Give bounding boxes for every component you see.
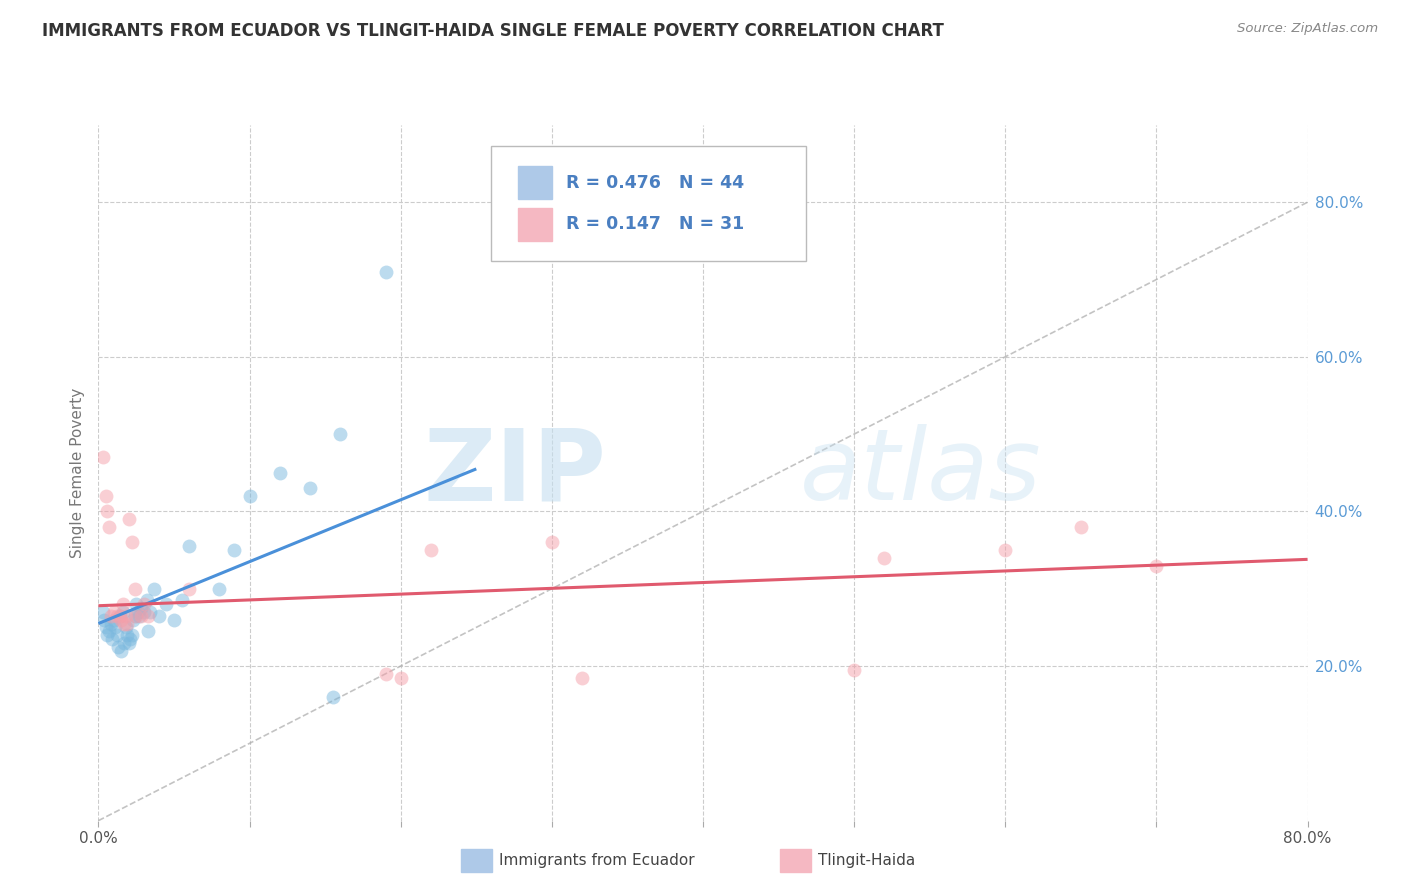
Point bbox=[239, 489, 262, 503]
Point bbox=[135, 593, 157, 607]
Text: R = 0.147   N = 31: R = 0.147 N = 31 bbox=[567, 215, 745, 234]
Point bbox=[120, 632, 142, 646]
Point bbox=[115, 616, 138, 631]
Point bbox=[571, 671, 593, 685]
Text: Source: ZipAtlas.com: Source: ZipAtlas.com bbox=[1237, 22, 1378, 36]
Point bbox=[105, 628, 128, 642]
Point bbox=[108, 608, 131, 623]
Point bbox=[118, 512, 141, 526]
Point bbox=[873, 550, 896, 565]
Point bbox=[132, 605, 155, 619]
Point bbox=[98, 520, 121, 534]
Point bbox=[170, 593, 193, 607]
Point bbox=[124, 608, 146, 623]
Point bbox=[108, 608, 131, 623]
Point bbox=[101, 632, 124, 646]
Point bbox=[122, 613, 145, 627]
Point bbox=[91, 605, 114, 619]
Point bbox=[224, 543, 246, 558]
Point bbox=[96, 628, 118, 642]
Point bbox=[124, 582, 146, 596]
Point bbox=[155, 597, 177, 611]
Point bbox=[94, 489, 117, 503]
Point bbox=[96, 504, 118, 518]
Point bbox=[269, 466, 291, 480]
Point bbox=[163, 613, 186, 627]
Point bbox=[107, 640, 129, 654]
Text: R = 0.476   N = 44: R = 0.476 N = 44 bbox=[567, 174, 745, 192]
Point bbox=[111, 605, 134, 619]
Text: Immigrants from Ecuador: Immigrants from Ecuador bbox=[499, 854, 695, 868]
FancyBboxPatch shape bbox=[517, 166, 553, 199]
Point bbox=[420, 543, 443, 558]
Point bbox=[329, 427, 352, 442]
Point bbox=[128, 608, 150, 623]
Point bbox=[994, 543, 1017, 558]
Point bbox=[94, 620, 117, 634]
Point bbox=[112, 636, 135, 650]
Point bbox=[132, 597, 155, 611]
Point bbox=[111, 597, 134, 611]
Point bbox=[148, 608, 170, 623]
Point bbox=[1144, 558, 1167, 573]
Point bbox=[139, 605, 162, 619]
Point bbox=[389, 671, 412, 685]
Text: atlas: atlas bbox=[800, 425, 1042, 521]
Point bbox=[125, 608, 148, 623]
Point bbox=[322, 690, 344, 704]
Point bbox=[115, 628, 138, 642]
Point bbox=[103, 605, 125, 619]
Point bbox=[179, 539, 201, 553]
Point bbox=[121, 628, 143, 642]
Point bbox=[540, 535, 562, 549]
Point bbox=[129, 608, 152, 623]
Point bbox=[93, 613, 115, 627]
Point bbox=[844, 663, 866, 677]
Point bbox=[1070, 520, 1092, 534]
Point bbox=[110, 643, 132, 657]
Point bbox=[143, 582, 166, 596]
Point bbox=[114, 620, 136, 634]
Point bbox=[118, 636, 141, 650]
Point bbox=[136, 608, 159, 623]
Point bbox=[136, 624, 159, 639]
Point bbox=[129, 601, 152, 615]
Point bbox=[100, 616, 122, 631]
Point bbox=[179, 582, 201, 596]
FancyBboxPatch shape bbox=[517, 208, 553, 241]
Point bbox=[100, 608, 122, 623]
Point bbox=[98, 624, 121, 639]
Point bbox=[374, 265, 396, 279]
Point bbox=[299, 481, 322, 495]
Point bbox=[114, 608, 136, 623]
FancyBboxPatch shape bbox=[492, 145, 806, 260]
Point bbox=[127, 605, 149, 619]
Text: ZIP: ZIP bbox=[423, 425, 606, 521]
Text: Tlingit-Haida: Tlingit-Haida bbox=[818, 854, 915, 868]
Point bbox=[103, 613, 125, 627]
Point bbox=[105, 608, 128, 623]
Point bbox=[125, 597, 148, 611]
Point bbox=[121, 535, 143, 549]
Point bbox=[110, 613, 132, 627]
Point bbox=[208, 582, 231, 596]
Text: IMMIGRANTS FROM ECUADOR VS TLINGIT-HAIDA SINGLE FEMALE POVERTY CORRELATION CHART: IMMIGRANTS FROM ECUADOR VS TLINGIT-HAIDA… bbox=[42, 22, 943, 40]
Point bbox=[374, 666, 396, 681]
Y-axis label: Single Female Poverty: Single Female Poverty bbox=[69, 388, 84, 558]
Point bbox=[112, 616, 135, 631]
Point bbox=[104, 620, 127, 634]
Point bbox=[91, 450, 114, 465]
